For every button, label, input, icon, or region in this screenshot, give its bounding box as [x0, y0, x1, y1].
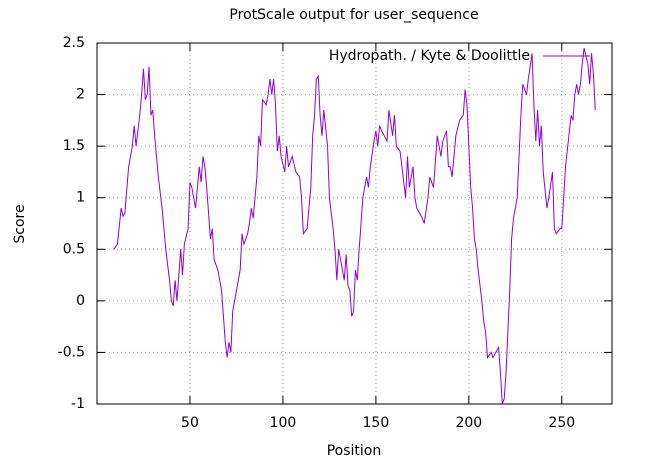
x-tick-label: 250 [548, 415, 575, 431]
y-tick-label: 2.5 [63, 35, 85, 51]
x-tick-label: 200 [455, 415, 482, 431]
y-tick-label: -0.5 [58, 344, 85, 360]
x-tick-label: 100 [270, 415, 297, 431]
x-axis-label: Position [327, 443, 382, 459]
chart-title: ProtScale output for user_sequence [229, 7, 478, 23]
y-tick-label: 1 [76, 190, 85, 206]
x-tick-label: 50 [181, 415, 199, 431]
plot-border [96, 42, 613, 405]
legend-label: Hydropath. / Kyte & Doolittle [329, 48, 530, 64]
y-tick-label: -1 [71, 396, 85, 412]
data-line [113, 48, 596, 405]
y-tick-label: 0 [76, 293, 85, 309]
y-tick-label: 2 [76, 87, 85, 103]
y-axis-label: Score [12, 204, 28, 243]
y-tick-label: 0.5 [63, 241, 85, 257]
x-tick-label: 150 [363, 415, 390, 431]
y-tick-label: 1.5 [63, 138, 85, 154]
